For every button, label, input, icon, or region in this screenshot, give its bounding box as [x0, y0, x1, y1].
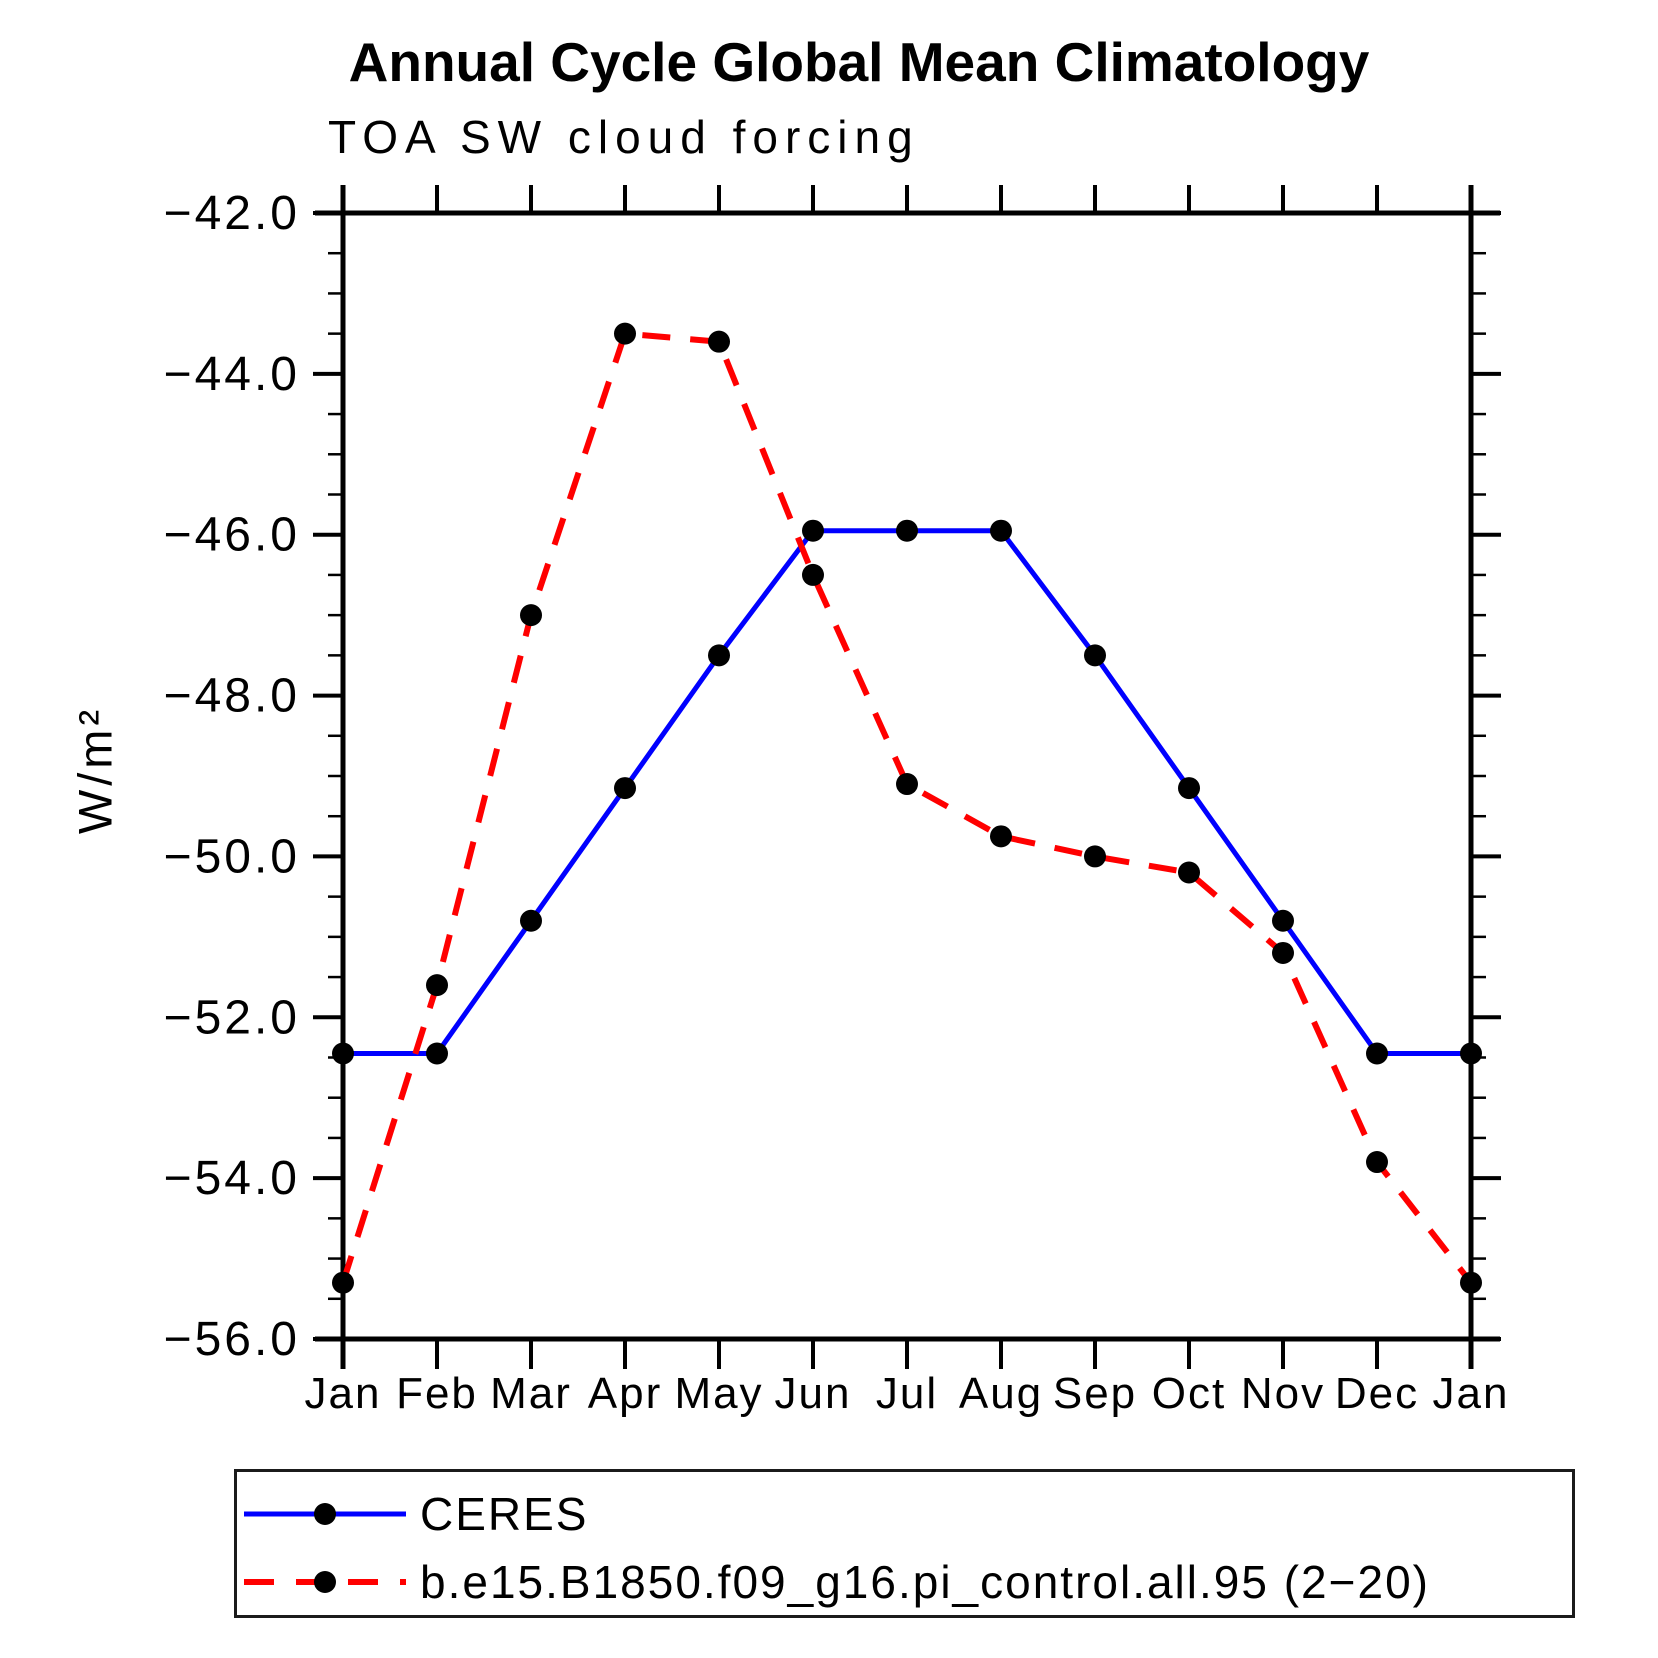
legend: CERES b.e15.B1850.f09_g16.pi_control.all…: [234, 1469, 1575, 1618]
series-marker-1: [708, 330, 730, 353]
y-tick-label: −44.0: [164, 348, 300, 401]
y-tick-label: −42.0: [164, 187, 300, 240]
series-marker-1: [614, 322, 636, 345]
series-marker-0: [1366, 1042, 1388, 1065]
series-marker-0: [614, 777, 636, 800]
chart-title: Annual Cycle Global Mean Climatology: [348, 31, 1370, 93]
x-tick-label: May: [674, 1369, 763, 1418]
x-tick-label: Oct: [1152, 1369, 1226, 1418]
legend-entry-model: b.e15.B1850.f09_g16.pi_control.all.95 (2…: [237, 1556, 1430, 1608]
x-tick-label: Feb: [396, 1369, 478, 1418]
series-marker-0: [896, 519, 918, 542]
series-marker-0: [1272, 909, 1294, 932]
series-marker-0: [1178, 777, 1200, 800]
legend-marker-ceres: [314, 1503, 336, 1525]
chart-subtitle: TOA SW cloud forcing: [328, 111, 920, 163]
series-marker-1: [802, 563, 824, 586]
series-marker-0: [990, 519, 1012, 542]
x-tick-label: Nov: [1241, 1369, 1325, 1418]
legend-swatch-model: [244, 1571, 406, 1593]
x-tick-label: Jan: [1433, 1369, 1510, 1418]
series-marker-1: [426, 974, 448, 997]
x-tick-label: Jun: [775, 1369, 852, 1418]
y-tick-label: −56.0: [164, 1313, 300, 1366]
series-marker-0: [1460, 1042, 1482, 1065]
x-tick-label: Aug: [959, 1369, 1043, 1418]
y-tick-label: −46.0: [164, 509, 300, 562]
legend-marker-model: [314, 1571, 336, 1593]
y-tick-label: −48.0: [164, 670, 300, 723]
series-marker-1: [1460, 1271, 1482, 1294]
series-marker-0: [708, 644, 730, 667]
series-marker-1: [1084, 845, 1106, 868]
x-tick-label: Jan: [305, 1369, 382, 1418]
x-tick-label: Jul: [876, 1369, 938, 1418]
y-tick-label: −54.0: [164, 1152, 300, 1205]
legend-swatch-ceres: [244, 1503, 406, 1525]
x-tick-label: Mar: [490, 1369, 572, 1418]
series-marker-1: [520, 604, 542, 627]
legend-entry-ceres: CERES: [237, 1488, 588, 1540]
legend-label-ceres: CERES: [420, 1488, 589, 1540]
series-marker-1: [332, 1271, 354, 1294]
x-tick-label: Dec: [1335, 1369, 1419, 1418]
series-marker-0: [802, 519, 824, 542]
y-tick-label: −52.0: [164, 991, 300, 1044]
series-marker-1: [896, 773, 918, 796]
series-line-1: [340, 330, 1474, 1285]
x-tick-label: Apr: [588, 1369, 662, 1418]
y-tick-label: −50.0: [164, 830, 300, 883]
series-marker-0: [426, 1042, 448, 1065]
series-marker-1: [990, 825, 1012, 848]
series-marker-0: [332, 1042, 354, 1065]
series-marker-0: [520, 909, 542, 932]
series-marker-0: [1084, 644, 1106, 667]
series-marker-1: [1272, 941, 1294, 964]
series-marker-1: [1178, 861, 1200, 884]
legend-label-model: b.e15.B1850.f09_g16.pi_control.all.95 (2…: [420, 1556, 1430, 1608]
series-marker-1: [1366, 1151, 1388, 1174]
y-axis-label: W/m²: [68, 705, 122, 835]
x-tick-label: Sep: [1053, 1369, 1137, 1418]
